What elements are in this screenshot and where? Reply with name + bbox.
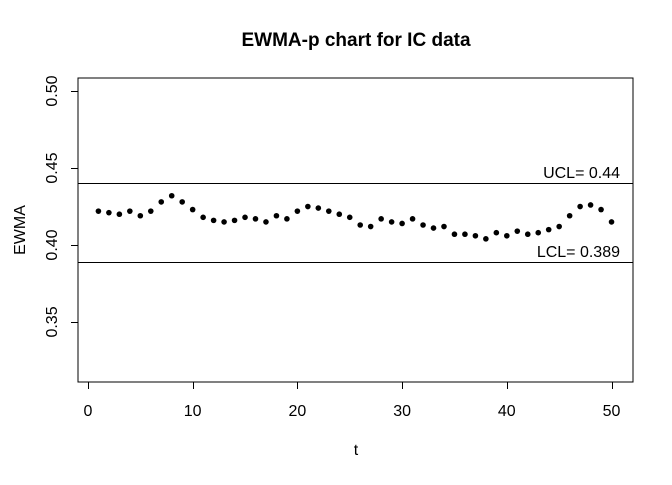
data-point [514, 228, 521, 234]
data-point [325, 208, 332, 214]
lcl-label: LCL= 0.389 [537, 244, 620, 261]
data-point [535, 229, 542, 236]
data-point [294, 208, 301, 214]
data-point [263, 219, 269, 225]
y-tick-label: 0.40 [44, 229, 61, 260]
data-point [598, 206, 604, 213]
data-point [336, 211, 343, 218]
x-tick-label: 40 [498, 403, 516, 420]
data-point [493, 229, 500, 236]
x-tick-label: 50 [603, 403, 621, 420]
data-point [504, 232, 510, 239]
data-point [116, 211, 123, 218]
data-point [608, 219, 615, 225]
data-point [577, 203, 583, 210]
data-point [378, 216, 384, 222]
data-point [545, 226, 552, 233]
data-point [315, 205, 322, 211]
data-point [556, 223, 562, 230]
data-point [305, 203, 311, 210]
chart-title: EWMA-p chart for IC data [241, 30, 470, 51]
data-point [483, 236, 489, 242]
data-point [420, 222, 426, 228]
x-tick-label: 30 [393, 403, 411, 420]
data-point [409, 216, 416, 222]
data-point [441, 223, 447, 230]
data-point [524, 231, 531, 238]
data-point [388, 219, 395, 225]
data-point [430, 225, 437, 231]
plot-frame [77, 77, 634, 383]
data-point [367, 223, 374, 230]
data-point [399, 220, 405, 227]
x-tick-label: 20 [288, 403, 306, 420]
data-point [168, 192, 175, 199]
x-axis-title: t [354, 442, 359, 459]
data-point [462, 231, 468, 238]
data-point [357, 222, 364, 228]
x-tick-label: 0 [83, 403, 92, 420]
ucl-label: UCL= 0.44 [543, 165, 620, 182]
data-point [587, 202, 594, 208]
data-point [210, 217, 217, 224]
data-point [127, 208, 133, 214]
data-point [189, 206, 196, 213]
data-point [147, 208, 154, 214]
y-tick-label: 0.45 [44, 152, 61, 183]
data-point [231, 217, 238, 224]
data-point [472, 232, 479, 239]
y-tick-label: 0.35 [44, 306, 61, 337]
data-point [273, 212, 280, 219]
data-point [242, 214, 248, 221]
y-tick-label: 0.50 [44, 75, 61, 106]
data-point [106, 209, 112, 216]
data-point [158, 199, 165, 205]
data-point [346, 214, 353, 221]
data-point [451, 231, 458, 238]
data-point [179, 199, 185, 205]
data-point [95, 208, 102, 214]
data-point [137, 212, 144, 219]
data-point [252, 216, 259, 222]
data-point [200, 214, 206, 221]
data-point [566, 212, 573, 219]
data-point [221, 219, 227, 225]
data-point [284, 216, 290, 222]
y-axis-title: EWMA [12, 205, 29, 255]
x-tick-label: 10 [184, 403, 202, 420]
chart-generated-layer: 0 10 20 30 40 50 0.35 0.40 0.45 0.50 [44, 75, 634, 420]
